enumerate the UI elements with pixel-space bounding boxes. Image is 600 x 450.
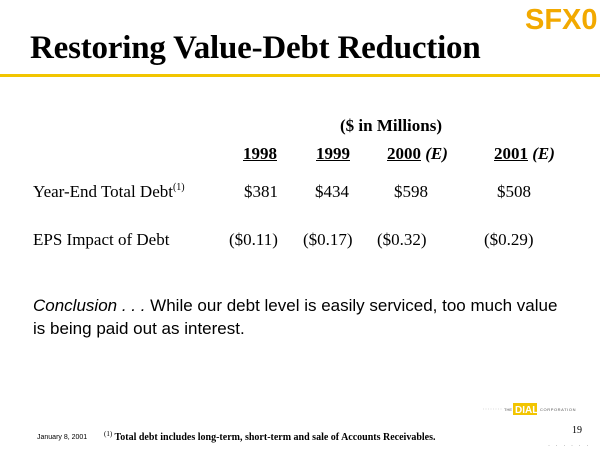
column-estimate-marker: (E) <box>532 144 555 163</box>
column-year: 1999 <box>316 144 350 163</box>
column-header-1999: 1999 <box>316 144 350 164</box>
table-cell: $598 <box>394 182 428 201</box>
column-year: 1998 <box>243 144 277 163</box>
units-label: ($ in Millions) <box>340 116 443 135</box>
column-header-2001: 2001 (E) <box>494 144 555 164</box>
conclusion-body: While our debt level is easily serviced,… <box>33 296 558 338</box>
decorative-dots: · · · · · · <box>548 443 591 449</box>
dial-logo-name: DIAL <box>515 405 538 416</box>
slide-title: Restoring Value-Debt Reduction <box>30 30 481 66</box>
table-cell: ($0.11) <box>229 230 278 249</box>
table-cell: $434 <box>315 182 349 201</box>
row-label-year-end-total-debt: Year-End Total Debt(1) <box>33 182 185 202</box>
column-estimate-marker: (E) <box>425 144 448 163</box>
table-cell: $381 <box>244 182 278 201</box>
table-cell: ($0.32) <box>377 230 427 249</box>
footer-date: January 8, 2001 <box>37 434 88 441</box>
title-divider <box>0 74 600 77</box>
column-header-1998: 1998 <box>243 144 277 164</box>
row-label-text: Year-End Total Debt <box>33 182 173 201</box>
sfx01-logo-text: SFX01 <box>525 4 598 34</box>
sfx01-logo: SFX01 <box>525 4 598 34</box>
footnote-marker: (1) <box>172 182 185 193</box>
footnote-text: Total debt includes long-term, short-ter… <box>114 432 436 443</box>
column-year: 2000 <box>387 144 421 163</box>
column-year: 2001 <box>494 144 528 163</box>
dial-logo-prefix: THE <box>504 407 512 412</box>
page-number: 19 <box>572 425 582 436</box>
table-cell: $508 <box>497 182 531 201</box>
conclusion-lead: Conclusion . . . <box>33 296 146 315</box>
conclusion-text: Conclusion . . . While our debt level is… <box>33 294 573 340</box>
table-cell: ($0.17) <box>303 230 353 249</box>
dial-logo-suffix: CORPORATION <box>540 407 576 412</box>
row-label-text: EPS Impact of Debt <box>33 230 170 249</box>
footnote-marker: (1) <box>104 430 113 438</box>
table-cell: ($0.29) <box>484 230 534 249</box>
row-label-eps-impact-of-debt: EPS Impact of Debt <box>33 230 169 250</box>
column-header-2000: 2000 (E) <box>387 144 448 164</box>
footnote: (1) Total debt includes long-term, short… <box>104 430 436 443</box>
dial-corporation-logo: THE DIAL CORPORATION <box>483 403 576 416</box>
